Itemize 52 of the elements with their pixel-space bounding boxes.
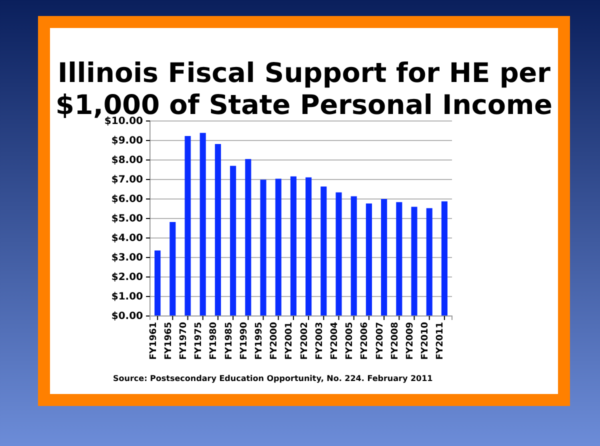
bar <box>336 192 342 316</box>
bar <box>290 176 296 316</box>
x-tick-label: FY2000 <box>270 322 280 360</box>
y-tick-label: $6.00 <box>111 194 144 206</box>
bar <box>170 222 176 316</box>
x-tick-label: FY1961 <box>148 322 159 360</box>
y-tick-label: $10.00 <box>104 116 144 128</box>
y-tick-label: $3.00 <box>111 252 144 264</box>
x-tick-label: FY2001 <box>284 322 295 360</box>
y-tick-label: $2.00 <box>111 272 144 284</box>
bar <box>245 159 252 316</box>
bar <box>366 203 372 316</box>
y-tick-label: $4.00 <box>111 233 144 244</box>
y-tick-label: $8.00 <box>111 155 144 166</box>
bar <box>230 166 236 316</box>
x-tick-label: FY2002 <box>300 322 310 360</box>
bar <box>200 132 206 316</box>
x-tick-label: FY2011 <box>436 322 446 360</box>
y-tick-label: $0.00 <box>111 311 144 322</box>
y-tick-label: $5.00 <box>111 214 144 225</box>
bar <box>306 177 312 316</box>
x-tick-label: FY2008 <box>390 322 400 360</box>
bar <box>154 250 161 316</box>
x-tick-label: FY2010 <box>420 322 431 360</box>
x-tick-label: FY2006 <box>360 322 370 360</box>
x-tick-label: FY2009 <box>405 322 416 360</box>
bar <box>260 180 266 316</box>
bar <box>350 196 357 316</box>
x-tick-label: FY1965 <box>164 322 174 360</box>
x-tick-label: FY2005 <box>345 322 356 360</box>
bar <box>275 178 282 316</box>
x-tick-label: FY2003 <box>314 322 325 360</box>
y-tick-label: $9.00 <box>111 136 144 147</box>
x-tick-label: FY1975 <box>194 322 204 360</box>
x-tick-label: FY1970 <box>178 322 189 360</box>
bar <box>396 202 402 316</box>
y-tick-label: $1.00 <box>111 292 144 303</box>
bar <box>320 186 327 316</box>
x-tick-label: FY1990 <box>239 322 250 360</box>
bar <box>411 206 418 316</box>
y-tick-label: $7.00 <box>111 174 144 186</box>
x-tick-label: FY2004 <box>330 322 340 360</box>
bar <box>381 199 388 316</box>
bar <box>441 201 448 316</box>
x-tick-label: FY1985 <box>224 322 234 360</box>
source-note: Source: Postsecondary Education Opportunity, No. 224. February 2011 <box>113 374 434 383</box>
x-tick-label: FY2007 <box>375 322 386 360</box>
x-tick-label: FY1995 <box>254 322 264 360</box>
x-tick-label: FY1980 <box>209 322 220 360</box>
bar <box>214 144 221 316</box>
bar <box>426 208 432 316</box>
bar <box>184 136 191 316</box>
